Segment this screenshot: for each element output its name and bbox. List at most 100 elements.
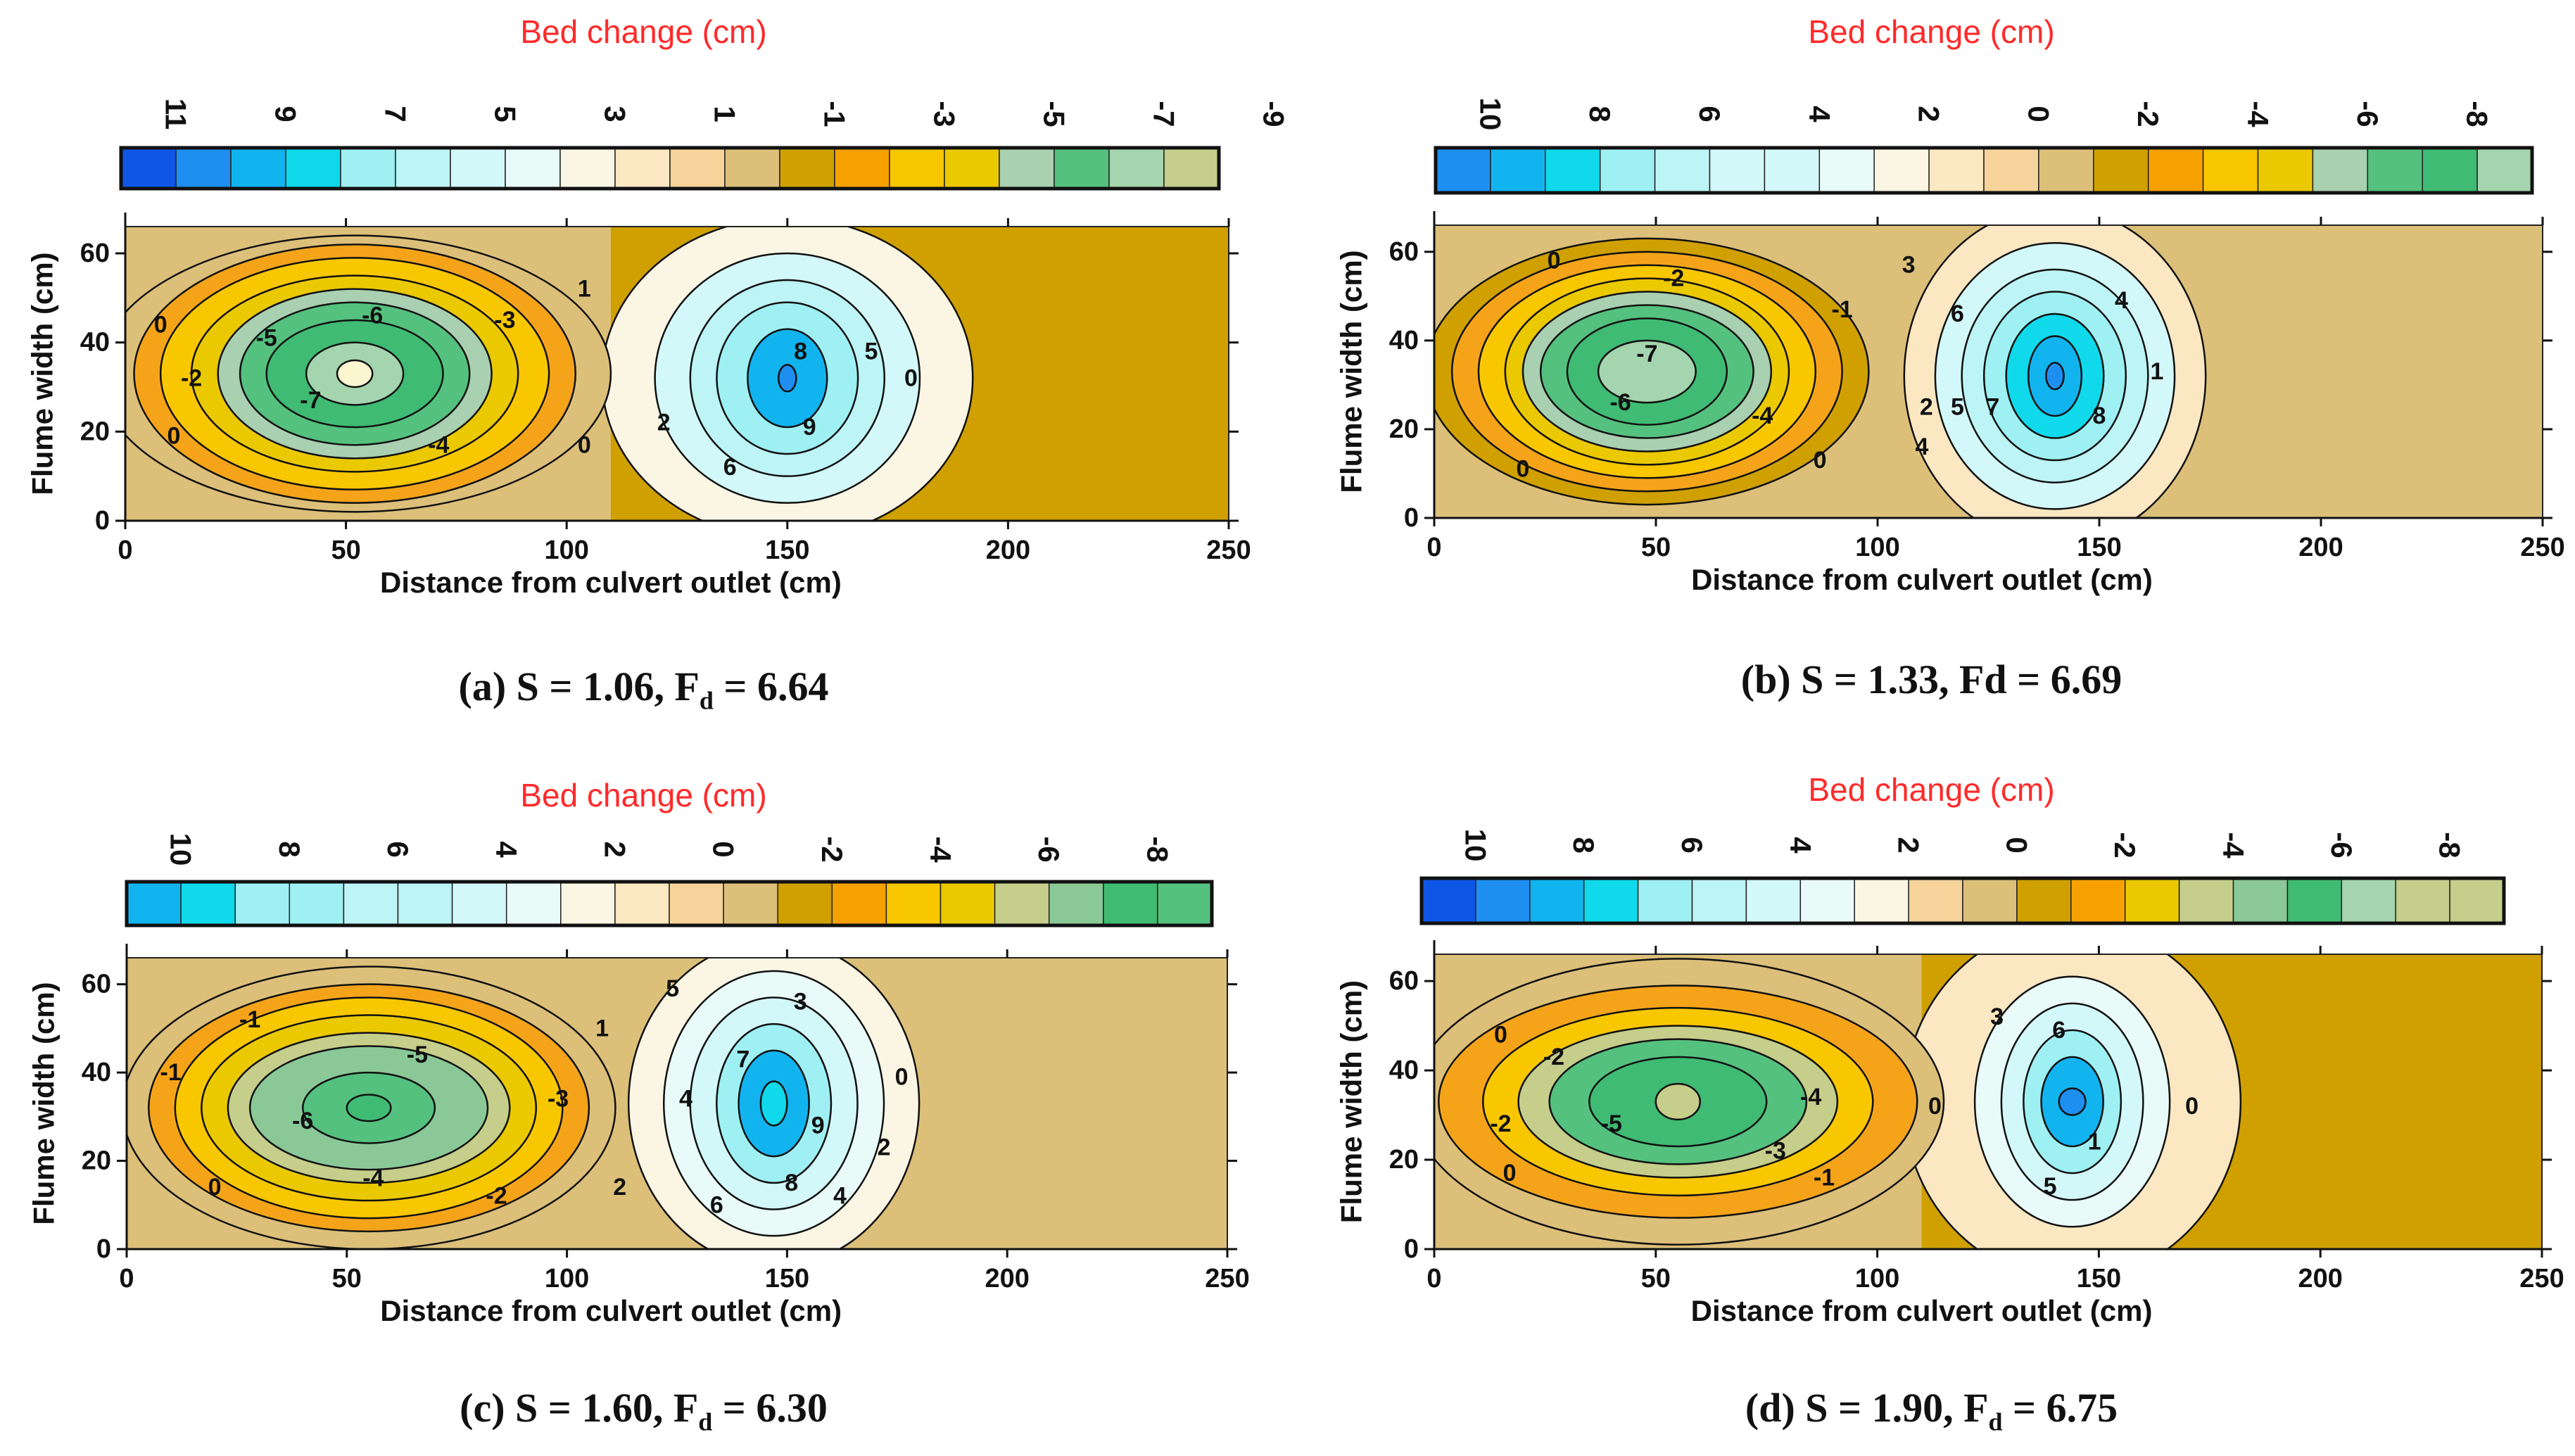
x-tick-label: 200 xyxy=(986,536,1030,565)
contour-label: 6 xyxy=(1951,300,1964,327)
contour-label: -3 xyxy=(494,307,515,334)
y-tick-label: 60 xyxy=(82,970,111,999)
colorbar-swatch xyxy=(450,147,506,189)
contour-label: 5 xyxy=(865,338,878,365)
contour-label: 0 xyxy=(1503,1160,1517,1186)
x-tick-label: 50 xyxy=(332,1264,362,1293)
colorbar-swatch xyxy=(1962,878,2018,924)
contour-label: -5 xyxy=(1601,1110,1622,1137)
colorbar-tick-label: 0 xyxy=(707,841,740,857)
contour-label: 2 xyxy=(613,1174,626,1201)
colorbar-title: Bed change (cm) xyxy=(520,777,767,814)
contour-label: -1 xyxy=(1831,296,1852,323)
colorbar-swatch xyxy=(2257,147,2314,194)
contour-label: 8 xyxy=(794,338,807,365)
panel-b: Bed change (cm) 10 8 6 4 2 0 -2 -4 -6 -8 0 -2 -1 -7 -6… xyxy=(1288,0,2575,728)
colorbar-tick-label: -4 xyxy=(2241,101,2275,127)
colorbar-swatch xyxy=(1048,881,1104,926)
panel-d: Bed change (cm) 10 8 6 4 2 0 -2 -4 -6 -8 0 -2 -5 -2 0-… xyxy=(1288,728,2575,1456)
deposit-contour xyxy=(778,364,797,393)
plot-contours xyxy=(1434,225,2543,518)
contour-label: 0 xyxy=(167,423,181,450)
plot-contours xyxy=(1434,954,2542,1249)
contour-label: 5 xyxy=(1951,393,1964,420)
contour-label: 2 xyxy=(657,410,671,436)
y-axis-label: Flume width (cm) xyxy=(1335,250,1368,493)
colorbar-swatch xyxy=(180,881,236,926)
colorbar-swatch xyxy=(1475,878,1531,924)
colorbar-swatch xyxy=(723,881,778,926)
colorbar-tick-label: 8 xyxy=(1567,837,1600,853)
x-tick-label: 200 xyxy=(2298,533,2343,562)
colorbar-swatch xyxy=(1764,147,1821,194)
contour-label: -7 xyxy=(300,387,321,414)
contour-label: 6 xyxy=(723,454,737,481)
contour-label: 1 xyxy=(2150,358,2163,385)
colorbar-tick-label: -6 xyxy=(2351,101,2384,127)
colorbar-swatch xyxy=(834,147,890,189)
y-tick-label: 0 xyxy=(1404,1234,1419,1264)
colorbar-swatch xyxy=(1421,878,1476,924)
colorbar-tick-label: 11 xyxy=(160,99,193,129)
y-axis-label: Flume width (cm) xyxy=(27,982,61,1224)
panel-c: Bed change (cm) 10 8 6 4 2 0 -2 -4 -6 -8 -1 -5 -1 -6-… xyxy=(0,728,1287,1456)
colorbar-frame xyxy=(125,880,1214,928)
colorbar-swatch xyxy=(1529,878,1585,924)
colorbar-swatch xyxy=(614,881,670,926)
contour-label: 6 xyxy=(2052,1017,2065,1044)
colorbar-swatch xyxy=(999,147,1055,189)
colorbar-tick-label: 5 xyxy=(489,106,522,122)
colorbar-frame xyxy=(119,146,1221,191)
scour-contour xyxy=(1655,1082,1702,1121)
y-tick-label: 40 xyxy=(1389,1056,1419,1085)
contour-label: -2 xyxy=(1490,1110,1511,1137)
colorbar-swatch xyxy=(889,147,945,189)
scour-contour xyxy=(346,1094,392,1122)
contour-label: -4 xyxy=(428,431,449,458)
colorbar-swatch xyxy=(2124,878,2180,924)
colorbar-swatch xyxy=(2395,878,2450,924)
colorbar-tick-label: 4 xyxy=(1784,837,1817,854)
y-tick-label: 40 xyxy=(80,328,110,357)
contour-label: 0 xyxy=(1494,1021,1507,1048)
colorbar-swatch xyxy=(285,147,341,189)
contour-label: -5 xyxy=(256,324,277,351)
colorbar-swatch xyxy=(340,147,396,189)
colorbar-swatch xyxy=(1654,147,1711,194)
colorbar-title: Bed change (cm) xyxy=(520,13,767,50)
contour-label: -2 xyxy=(1543,1044,1564,1070)
contour-label: 0 xyxy=(1548,247,1561,274)
contour-label: 0 xyxy=(895,1063,909,1090)
contour-label: -4 xyxy=(1800,1084,1821,1110)
contour-label: -1 xyxy=(160,1059,181,1086)
y-tick-label: 60 xyxy=(1389,966,1419,996)
colorbar-tick-label: 2 xyxy=(598,841,631,857)
colorbar-swatch xyxy=(559,147,616,189)
x-tick-label: 200 xyxy=(985,1264,1029,1293)
contour-label: 8 xyxy=(2093,403,2106,429)
colorbar-swatch xyxy=(1163,147,1220,189)
colorbar-tick-label: 1 xyxy=(709,106,742,122)
deposit-contour xyxy=(2045,362,2065,391)
colorbar-swatch xyxy=(2286,878,2343,924)
x-tick-label: 150 xyxy=(765,536,809,565)
colorbar-swatch xyxy=(120,147,177,189)
contour-label: -7 xyxy=(1636,341,1657,367)
colorbar-swatch xyxy=(2232,878,2289,924)
colorbar-swatch xyxy=(397,881,453,926)
colorbar-tick-label: -2 xyxy=(2108,832,2141,858)
colorbar-swatch xyxy=(505,881,562,926)
contour-label: 4 xyxy=(833,1183,847,1210)
x-tick-label: 250 xyxy=(1205,1264,1249,1293)
colorbar-swatch xyxy=(1854,878,1909,924)
y-tick-label: 20 xyxy=(80,417,110,446)
colorbar-tick-label: -1 xyxy=(818,101,852,127)
colorbar-swatch xyxy=(1908,878,1963,924)
y-axis-label: Flume width (cm) xyxy=(26,252,59,495)
plot-contours xyxy=(127,958,1227,1249)
colorbar-swatch xyxy=(1435,147,1491,194)
colorbar-tick-label: -8 xyxy=(1141,836,1174,862)
contour-label: -6 xyxy=(1609,389,1631,416)
